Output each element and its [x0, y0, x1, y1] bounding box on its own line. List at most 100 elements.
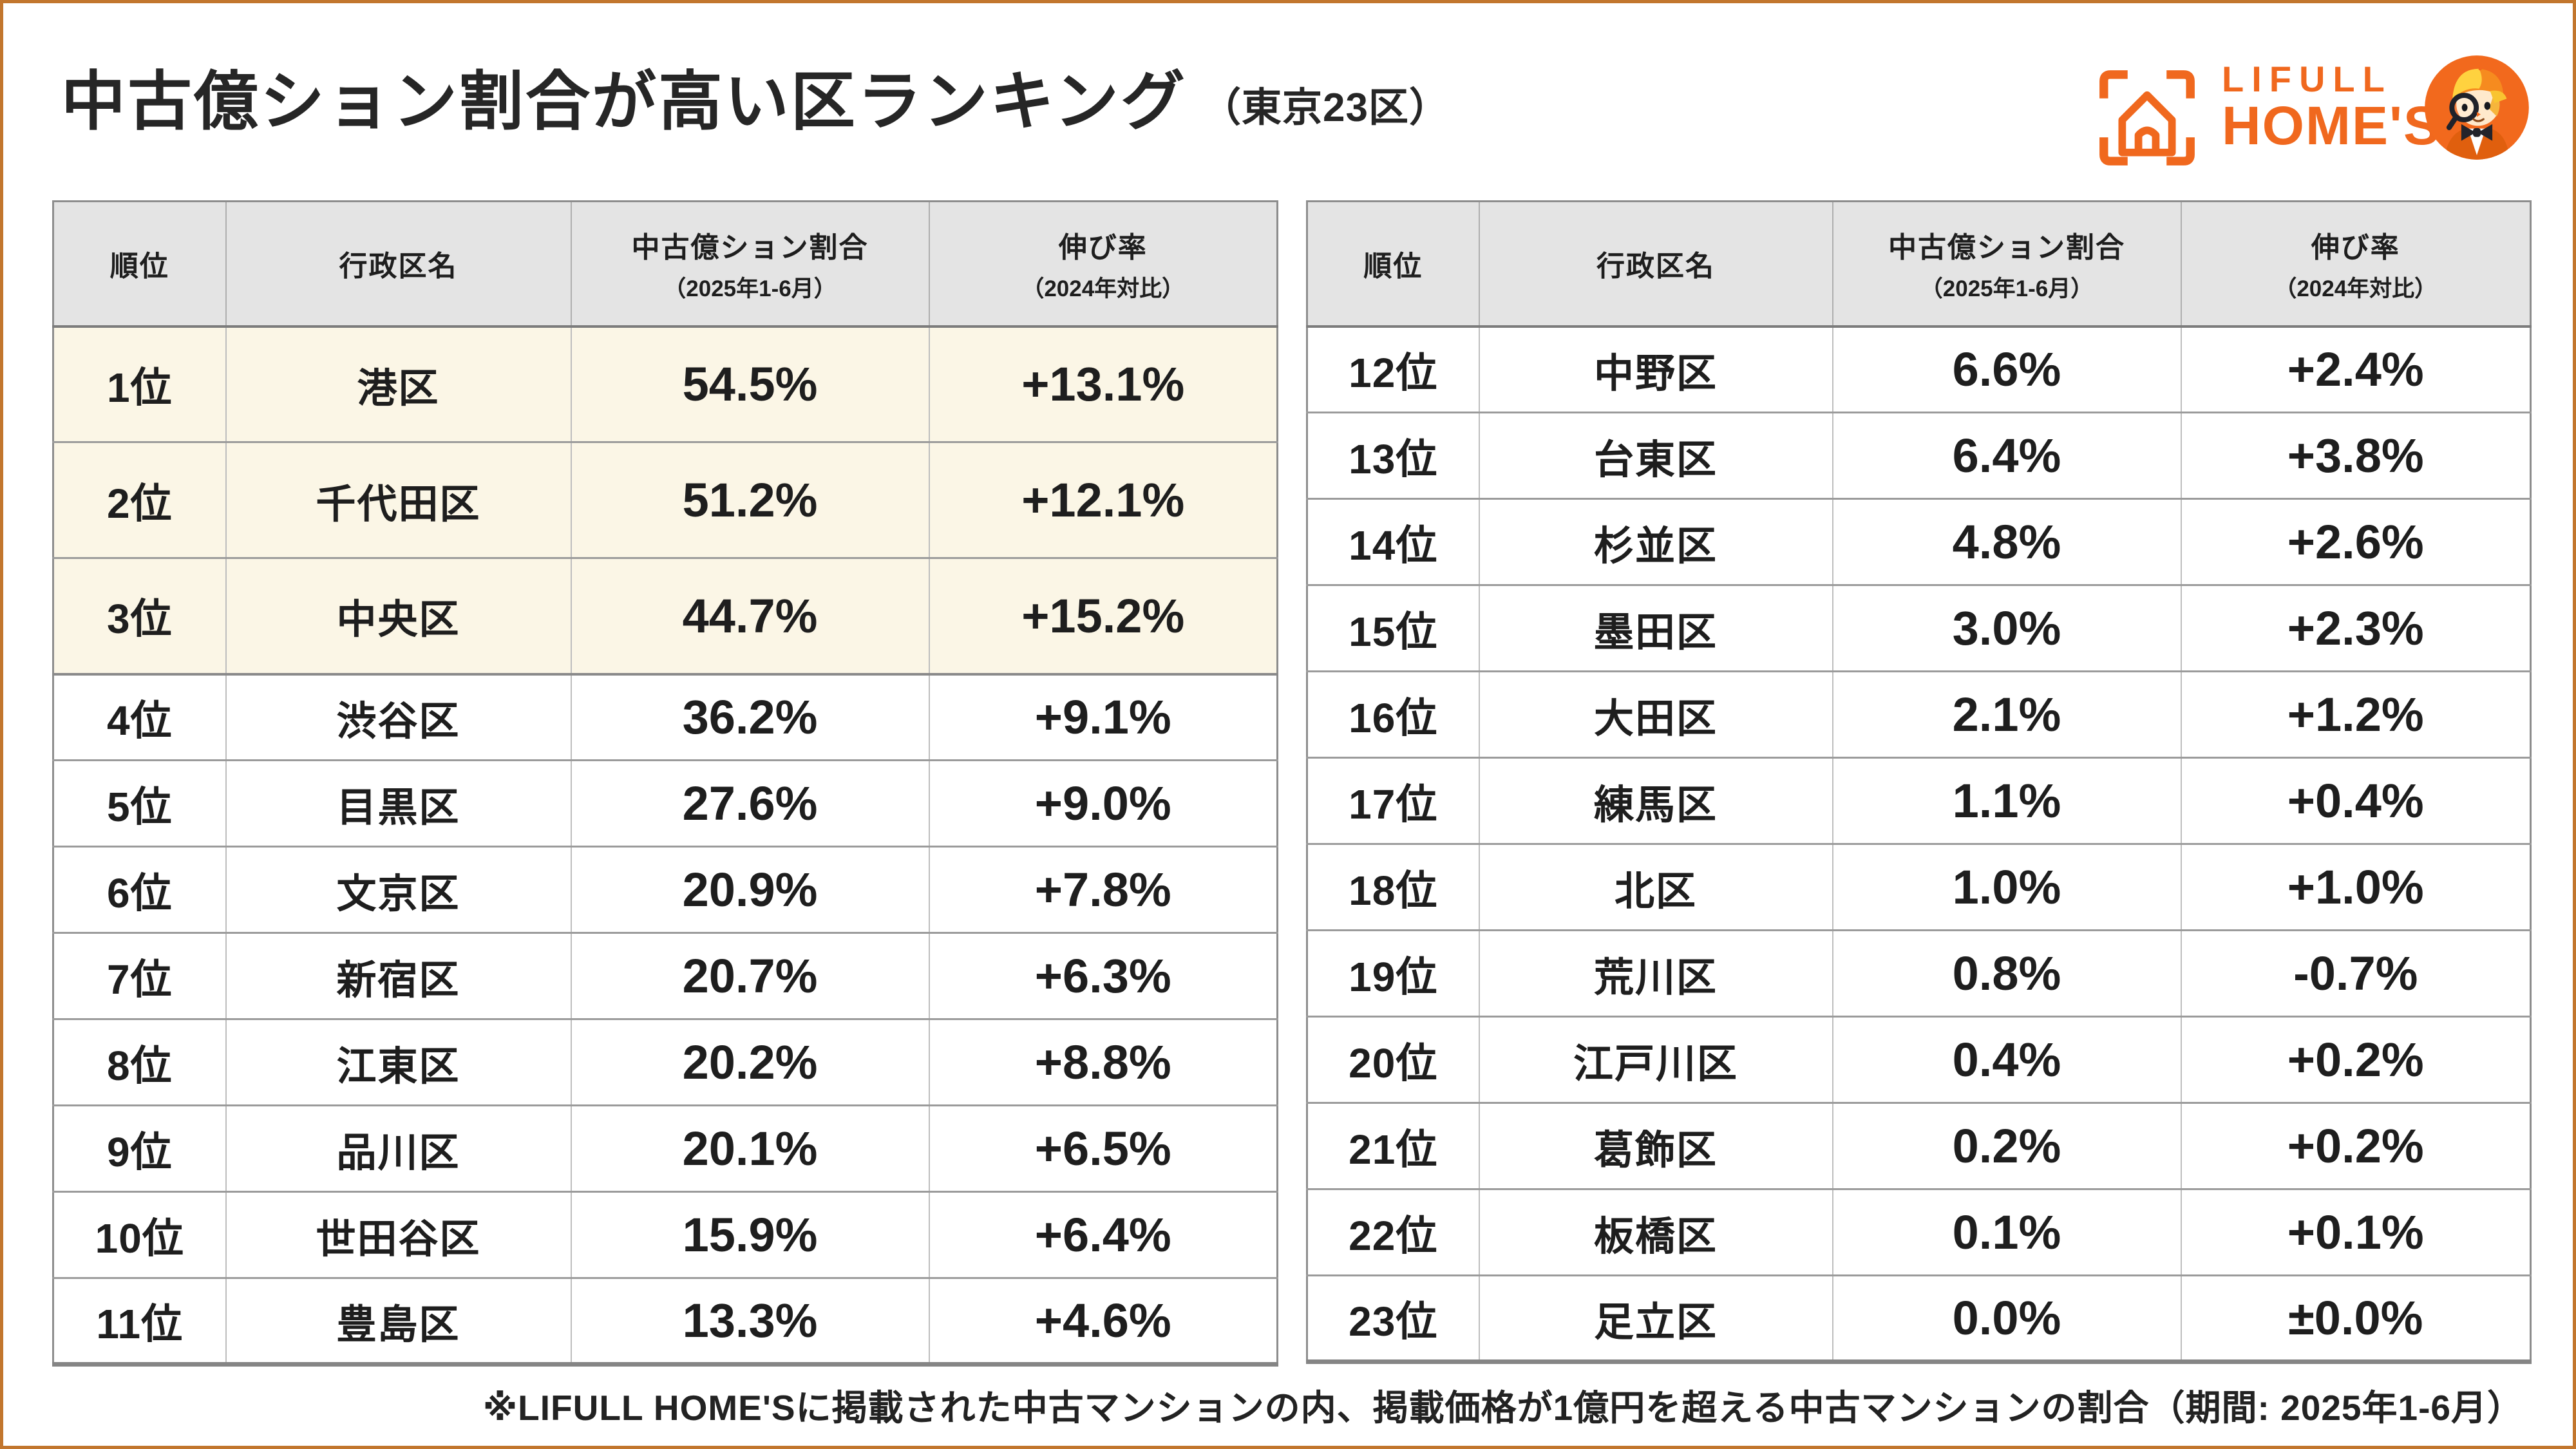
growth-cell: +0.2% [2180, 1016, 2531, 1103]
table-row: 8位 江東区 20.2% +8.8% [53, 1018, 1278, 1106]
table-row: 5位 目黒区 27.6% +9.0% [53, 759, 1278, 847]
rank-cell: 2位 [53, 441, 226, 558]
ratio-cell: 4.8% [1832, 498, 2181, 585]
rank-cell: 11位 [53, 1277, 226, 1365]
ratio-cell: 20.9% [570, 846, 929, 933]
ratio-cell: 36.2% [570, 672, 929, 761]
left-table-body: 1位 港区 54.5% +13.1% 2位 千代田区 51.2% +12.1% 3位 中央区 44.… [53, 325, 1278, 1365]
ward-cell: 杉並区 [1478, 498, 1833, 585]
rank-cell: 19位 [1307, 929, 1479, 1017]
ratio-cell: 2.1% [1832, 670, 2181, 758]
ratio-cell: 3.0% [1832, 584, 2181, 672]
house-viewfinder-icon [2099, 70, 2195, 166]
ward-cell: 台東区 [1478, 412, 1833, 499]
ward-cell: 北区 [1478, 843, 1833, 931]
ward-cell: 荒川区 [1478, 929, 1833, 1017]
rank-cell: 14位 [1307, 498, 1479, 585]
rank-cell: 7位 [53, 932, 226, 1019]
rank-cell: 12位 [1307, 325, 1479, 413]
growth-cell: +4.6% [928, 1277, 1278, 1365]
ward-cell: 品川区 [225, 1104, 571, 1192]
table-row: 14位 杉並区 4.8% +2.6% [1307, 498, 2531, 585]
right-table-body: 12位 中野区 6.6% +2.4% 13位 台東区 6.4% +3.8% 14位 杉並区 4.8%… [1307, 325, 2531, 1362]
ward-cell: 中野区 [1478, 325, 1833, 413]
logo-wordmark: LIFULL HOME'S [2222, 59, 2441, 156]
ratio-cell: 44.7% [570, 557, 929, 674]
column-header-growth: 伸び率 （2024年対比） [2180, 201, 2531, 328]
growth-cell: +2.3% [2180, 584, 2531, 672]
table-row: 11位 豊島区 13.3% +4.6% [53, 1277, 1278, 1365]
ratio-cell: 20.2% [570, 1018, 929, 1106]
ratio-cell: 0.8% [1832, 929, 2181, 1017]
detective-boy-mascot-icon [2425, 55, 2529, 160]
table-row: 22位 板橋区 0.1% +0.1% [1307, 1188, 2531, 1276]
table-row: 6位 文京区 20.9% +7.8% [53, 846, 1278, 933]
rank-cell: 18位 [1307, 843, 1479, 931]
growth-cell: +8.8% [928, 1018, 1278, 1106]
table-row: 21位 葛飾区 0.2% +0.2% [1307, 1102, 2531, 1189]
growth-cell: +13.1% [928, 325, 1278, 442]
growth-cell: +6.3% [928, 932, 1278, 1019]
ward-cell: 世田谷区 [225, 1191, 571, 1278]
page-title: 中古億ション割合が高い区ランキング [61, 66, 1187, 138]
header-row: 順位 行政区名 中古億ション割合 （2025年1-6月） 伸び率 （2024年対比） [1307, 201, 2531, 328]
table-row: 1位 港区 54.5% +13.1% [53, 325, 1278, 442]
page-title-row: 中古億ション割合が高い区ランキング （東京23区） [61, 65, 1450, 139]
table-row: 4位 渋谷区 36.2% +9.1% [53, 672, 1278, 761]
rank-cell: 9位 [53, 1104, 226, 1192]
column-header-growth: 伸び率 （2024年対比） [928, 201, 1278, 328]
growth-cell: +12.1% [928, 441, 1278, 558]
ward-cell: 大田区 [1478, 670, 1833, 758]
growth-cell: +9.0% [928, 759, 1278, 847]
rank-cell: 21位 [1307, 1102, 1479, 1189]
column-header-rank: 順位 [1307, 201, 1479, 328]
logo-wordmark-lifull: LIFULL [2222, 59, 2392, 99]
ratio-cell: 27.6% [570, 759, 929, 847]
growth-cell: +1.0% [2180, 843, 2531, 931]
rank-cell: 4位 [53, 672, 226, 761]
growth-cell: +0.4% [2180, 757, 2531, 844]
table-row: 13位 台東区 6.4% +3.8% [1307, 412, 2531, 499]
header-row: 順位 行政区名 中古億ション割合 （2025年1-6月） 伸び率 （2024年対比） [53, 201, 1278, 328]
ratio-cell: 0.0% [1832, 1274, 2181, 1362]
rank-cell: 15位 [1307, 584, 1479, 672]
ratio-cell: 13.3% [570, 1277, 929, 1365]
ranking-table-left: 順位 行政区名 中古億ション割合 （2025年1-6月） 伸び率 （2024年対比）… [52, 200, 1278, 1367]
ratio-cell: 0.1% [1832, 1188, 2181, 1276]
ward-cell: 練馬区 [1478, 757, 1833, 844]
logo-wordmark-homes: HOME'S [2222, 95, 2441, 156]
ratio-cell: 0.2% [1832, 1102, 2181, 1189]
ward-cell: 墨田区 [1478, 584, 1833, 672]
table-row: 10位 世田谷区 15.9% +6.4% [53, 1191, 1278, 1278]
rank-cell: 13位 [1307, 412, 1479, 499]
column-header-ward: 行政区名 [1478, 201, 1833, 328]
table-row: 20位 江戸川区 0.4% +0.2% [1307, 1016, 2531, 1103]
table-row: 9位 品川区 20.1% +6.5% [53, 1104, 1278, 1192]
ward-cell: 足立区 [1478, 1274, 1833, 1362]
rank-cell: 23位 [1307, 1274, 1479, 1362]
growth-cell: +2.6% [2180, 498, 2531, 585]
ward-cell: 渋谷区 [225, 672, 571, 761]
table-row: 18位 北区 1.0% +1.0% [1307, 843, 2531, 931]
ward-cell: 文京区 [225, 846, 571, 933]
growth-cell: +6.4% [928, 1191, 1278, 1278]
column-header-ratio: 中古億ション割合 （2025年1-6月） [1832, 201, 2181, 328]
growth-cell: +6.5% [928, 1104, 1278, 1192]
ward-cell: 目黒区 [225, 759, 571, 847]
rank-cell: 8位 [53, 1018, 226, 1106]
ratio-cell: 1.1% [1832, 757, 2181, 844]
ward-cell: 葛飾区 [1478, 1102, 1833, 1189]
rank-cell: 16位 [1307, 670, 1479, 758]
rank-cell: 6位 [53, 846, 226, 933]
growth-cell: +0.1% [2180, 1188, 2531, 1276]
ward-cell: 豊島区 [225, 1277, 571, 1365]
table-row: 2位 千代田区 51.2% +12.1% [53, 441, 1278, 558]
column-header-ward: 行政区名 [225, 201, 571, 328]
growth-cell: +15.2% [928, 557, 1278, 674]
rank-cell: 5位 [53, 759, 226, 847]
ratio-cell: 20.7% [570, 932, 929, 1019]
rank-cell: 1位 [53, 325, 226, 442]
ratio-cell: 1.0% [1832, 843, 2181, 931]
growth-cell: +9.1% [928, 672, 1278, 761]
